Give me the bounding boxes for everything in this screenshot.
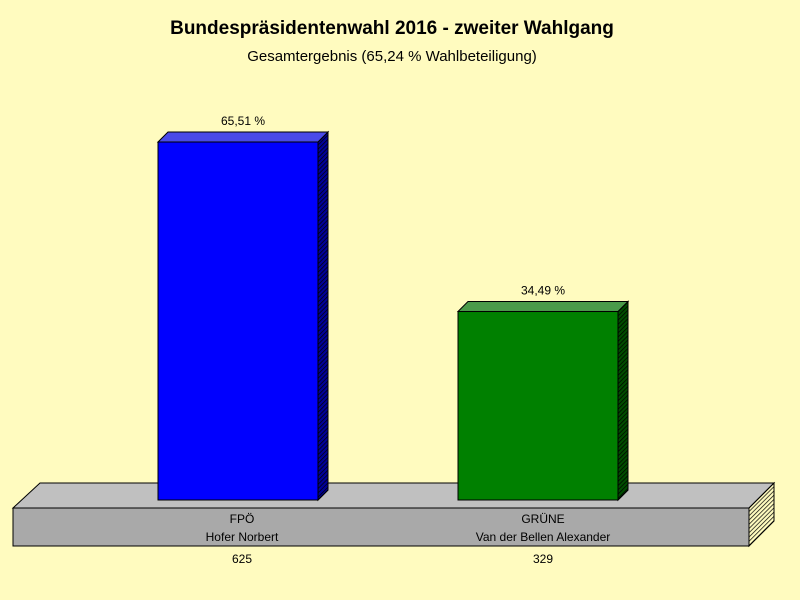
votes-label: 329 (533, 552, 553, 566)
bar-side-hatch (317, 130, 329, 502)
bar-1 (156, 130, 330, 502)
floor-side (748, 481, 775, 548)
chart-labels: 65,51 % FPÖ Hofer Norbert 625 34,49 % GRÜNE Va… (206, 114, 611, 566)
bar-2 (456, 300, 630, 502)
bar-top (156, 131, 330, 143)
floor-front (12, 507, 750, 547)
chart-subtitle: Gesamtergebnis (65,24 % Wahlbeteiligung) (247, 48, 537, 65)
data-label: 65,51 % (221, 114, 265, 128)
chart-title: Bundespräsidentenwahl 2016 - zweiter Wah… (170, 18, 614, 39)
party-label: FPÖ (230, 512, 255, 526)
party-label: GRÜNE (521, 512, 564, 526)
bar-top (456, 301, 630, 313)
candidate-label: Van der Bellen Alexander (476, 530, 611, 544)
bar-side-hatch (617, 300, 629, 502)
chart-floor (11, 481, 776, 548)
floor-top (11, 482, 776, 509)
bar-series (156, 130, 630, 502)
data-label: 34,49 % (521, 284, 565, 298)
bar-front (157, 141, 319, 501)
bar-front (457, 311, 619, 501)
candidate-label: Hofer Norbert (206, 530, 279, 544)
votes-label: 625 (232, 552, 252, 566)
